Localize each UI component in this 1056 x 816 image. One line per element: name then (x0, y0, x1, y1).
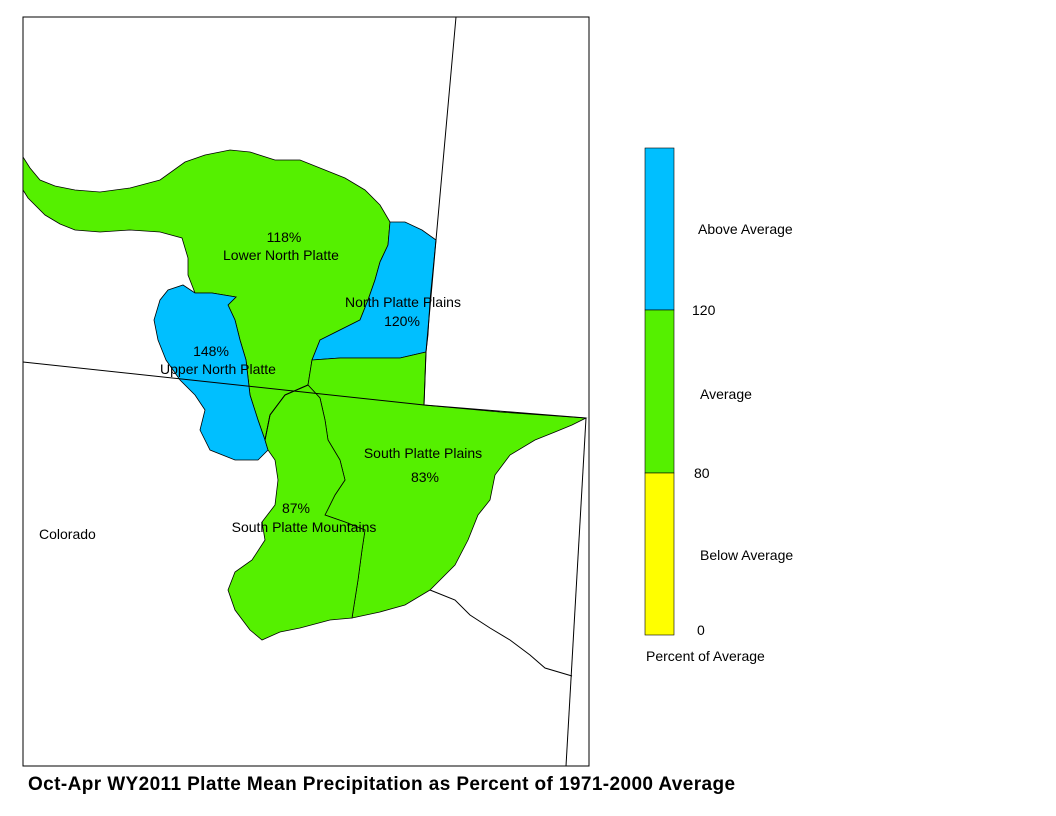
legend-color-bar (644, 147, 675, 636)
state-border-wyoming-nebraska (423, 16, 457, 406)
state-label: Colorado (39, 526, 96, 542)
legend-break-80: 80 (694, 465, 710, 481)
basin-name-south-platte-mountains: South Platte Mountains (232, 519, 377, 535)
basin-value-upper-north-platte: 148% (193, 343, 229, 359)
legend-class-below: Below Average (700, 547, 794, 563)
basin-south-platte-mountains (227, 384, 366, 641)
legend-swatch-below (644, 472, 675, 636)
basin-value-lower-north-platte: 118% (267, 229, 302, 245)
state-border-nebraska-kansas (429, 589, 573, 677)
map-title: Oct-Apr WY2011 Platte Mean Precipitation… (28, 774, 736, 795)
basin-upper-north-platte (153, 284, 269, 461)
legend-break-120: 120 (692, 302, 716, 318)
legend-break-0: 0 (697, 622, 705, 638)
legend-title: Percent of Average (646, 648, 765, 664)
basin-value-south-platte-mountains: 87% (282, 500, 310, 516)
basin-value-north-platte-plains: 120% (384, 313, 420, 329)
state-border-colorado-nebraska (565, 417, 587, 767)
legend-swatch-average (644, 309, 675, 474)
basin-name-upper-north-platte: Upper North Platte (160, 361, 276, 377)
basin-name-lower-north-platte: Lower North Platte (223, 247, 339, 263)
legend-class-average: Average (700, 386, 752, 402)
basin-value-south-platte-plains: 83% (411, 469, 439, 485)
basin-name-north-platte-plains: North Platte Plains (345, 294, 461, 310)
legend-swatch-above (644, 147, 675, 311)
basin-name-south-platte-plains: South Platte Plains (364, 445, 482, 461)
legend-class-above: Above Average (698, 221, 793, 237)
basin-divide-line (264, 384, 309, 441)
